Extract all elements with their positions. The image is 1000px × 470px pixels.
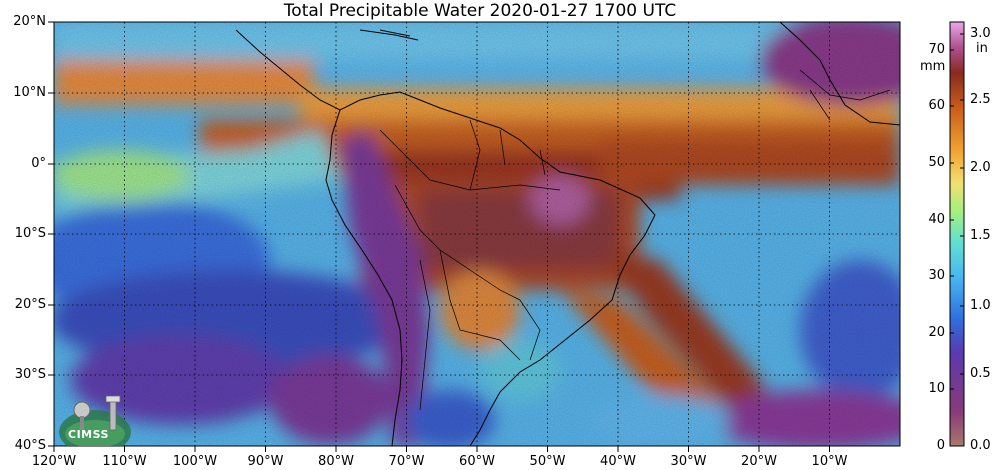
lon-label-100w: 100°W	[172, 454, 218, 469]
in-tick-3-0: 3.0	[970, 26, 991, 41]
lat-label-30s: 30°S	[14, 367, 46, 382]
lat-label-20s: 20°S	[14, 297, 46, 312]
in-tick-0-0: 0.0	[970, 438, 991, 453]
lon-label-80w: 80°W	[318, 454, 354, 469]
graticule	[54, 22, 900, 446]
axis-ticks	[48, 21, 830, 452]
mm-tick-0: 0	[936, 438, 945, 453]
mm-tick-40: 40	[928, 212, 945, 227]
lon-label-110w: 110°W	[102, 454, 147, 469]
in-tick-2-5: 2.5	[970, 92, 991, 107]
mm-unit: mm	[920, 59, 946, 74]
mm-tick-60: 60	[928, 98, 945, 113]
in-tick-2-0: 2.0	[970, 160, 991, 175]
in-tick-1-0: 1.0	[970, 298, 991, 313]
colorbar	[949, 21, 965, 447]
lon-label-90w: 90°W	[247, 454, 284, 469]
lon-label-10w: 10°W	[811, 454, 848, 469]
in-unit: in	[976, 41, 988, 56]
lon-label-50w: 50°W	[529, 454, 566, 469]
coastlines	[235, 22, 900, 446]
cimss-logo-text: CIMSS	[68, 428, 109, 441]
tpw-field	[54, 22, 900, 446]
lat-label-40s: 40°S	[14, 438, 46, 453]
mm-tick-20: 20	[928, 325, 945, 340]
lon-label-20w: 20°W	[741, 454, 777, 469]
colorbar-ramp	[949, 21, 965, 447]
lat-label-10s: 10°S	[14, 226, 46, 241]
lat-label-10n: 10°N	[13, 85, 46, 100]
in-tick-0-5: 0.5	[970, 366, 991, 381]
lon-label-40w: 40°W	[600, 454, 636, 469]
lon-label-120w: 120°W	[31, 454, 77, 469]
lon-label-60w: 60°W	[459, 454, 495, 469]
map-title: Total Precipitable Water 2020-01-27 1700…	[283, 1, 677, 21]
lon-label-70w: 70°W	[388, 454, 425, 469]
lat-label-0: 0°	[31, 156, 46, 171]
in-tick-1-5: 1.5	[970, 228, 991, 243]
country-borders	[379, 69, 891, 411]
mm-tick-50: 50	[928, 155, 945, 170]
mm-tick-70: 70	[928, 42, 945, 57]
mm-tick-10: 10	[928, 381, 945, 396]
cimss-logo	[59, 395, 131, 446]
lon-label-30w: 30°W	[670, 454, 707, 469]
mm-tick-30: 30	[928, 268, 945, 283]
lat-label-20n: 20°N	[13, 14, 46, 29]
